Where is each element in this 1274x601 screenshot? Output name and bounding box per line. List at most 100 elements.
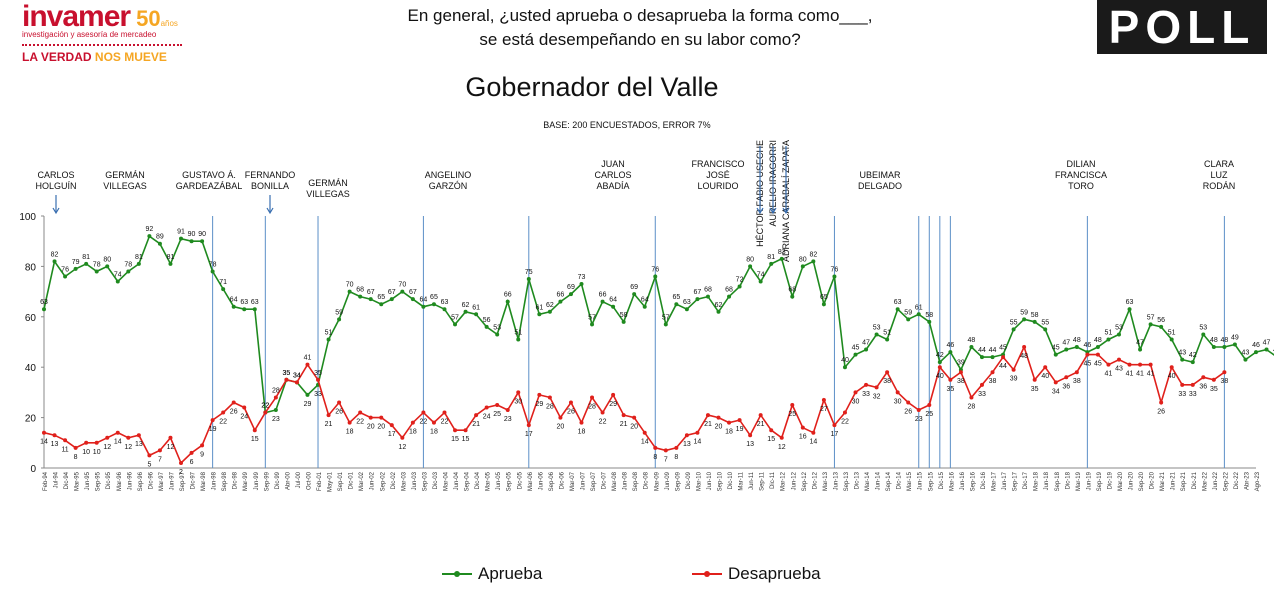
data-point-desaprueba xyxy=(1159,400,1164,405)
data-label: 14 xyxy=(809,439,817,446)
data-point-desaprueba xyxy=(316,377,321,382)
data-point-desaprueba xyxy=(674,445,679,450)
data-label: 28 xyxy=(546,403,554,410)
data-point-desaprueba xyxy=(337,400,342,405)
x-tick-label: Dic-11 xyxy=(770,471,776,489)
invamer-logo: invamer 50años investigación y asesoría d… xyxy=(22,2,212,64)
data-label: 13 xyxy=(135,441,143,448)
data-label: 8 xyxy=(74,454,78,461)
data-point-aprueba xyxy=(1116,332,1121,337)
data-label: 43 xyxy=(1242,350,1250,357)
data-point-aprueba xyxy=(242,307,247,312)
governor-name: FRANCISCO JOSÉ LOURIDO xyxy=(691,159,744,191)
data-point-aprueba xyxy=(73,266,78,271)
data-label: 82 xyxy=(809,251,817,258)
governor-name: JUAN CARLOS ABADÍA xyxy=(594,159,631,191)
data-label: 12 xyxy=(398,444,406,451)
data-point-desaprueba xyxy=(84,440,89,445)
data-point-aprueba xyxy=(590,322,595,327)
data-point-desaprueba xyxy=(474,413,479,418)
data-label: 61 xyxy=(472,304,480,311)
data-point-desaprueba xyxy=(157,448,162,453)
legend-disapprove-marker xyxy=(692,571,722,577)
x-tick-label: Mar-95 xyxy=(75,471,81,491)
x-tick-label: Dic-17 xyxy=(1023,471,1029,489)
data-point-aprueba xyxy=(579,282,584,287)
data-point-aprueba xyxy=(305,392,310,397)
data-point-desaprueba xyxy=(252,428,257,433)
data-label: 90 xyxy=(188,231,196,238)
data-point-desaprueba xyxy=(1211,377,1216,382)
data-label: 47 xyxy=(1136,340,1144,347)
data-label: 74 xyxy=(114,272,122,279)
x-tick-label: Abr-23 xyxy=(1244,471,1250,490)
x-tick-label: Mar-97 xyxy=(159,471,165,491)
governor-name: CARLOS HOLGUÍN xyxy=(35,170,76,191)
data-point-desaprueba xyxy=(927,403,932,407)
data-label: 63 xyxy=(251,299,259,306)
data-point-desaprueba xyxy=(1095,352,1100,357)
data-point-desaprueba xyxy=(758,413,763,418)
x-tick-label: Dic-21 xyxy=(1192,471,1198,489)
data-label: 48 xyxy=(1210,337,1218,344)
data-point-aprueba xyxy=(326,337,331,342)
x-tick-label: Mar-98 xyxy=(201,471,207,491)
data-label: 25 xyxy=(925,411,933,418)
data-label: 74 xyxy=(757,272,765,279)
data-label: 34 xyxy=(1052,388,1060,395)
data-point-aprueba xyxy=(864,347,869,352)
data-label: 46 xyxy=(946,342,954,349)
data-point-desaprueba xyxy=(695,430,700,435)
data-point-desaprueba xyxy=(263,410,268,415)
data-label: 51 xyxy=(1105,329,1113,336)
x-tick-label: Sep-95 xyxy=(96,471,102,491)
data-label: 12 xyxy=(103,444,111,451)
divider xyxy=(22,44,182,46)
data-point-aprueba xyxy=(611,304,616,309)
x-tick-label: Sep-14 xyxy=(886,471,892,491)
data-label: 43 xyxy=(1178,350,1186,357)
x-tick-label: Feb-01 xyxy=(317,471,323,491)
x-tick-label: Dic-14 xyxy=(897,471,903,489)
data-point-desaprueba xyxy=(389,423,394,428)
data-point-aprueba xyxy=(453,322,458,327)
chart-subtitle: BASE: 200 ENCUESTADOS, ERROR 7% xyxy=(543,120,710,130)
data-point-desaprueba xyxy=(294,380,299,385)
data-label: 45 xyxy=(999,345,1007,352)
data-label: 91 xyxy=(177,229,185,236)
data-label: 23 xyxy=(272,416,280,423)
data-label: 53 xyxy=(873,324,881,331)
x-tick-label: Dic-98 xyxy=(233,471,239,489)
data-point-aprueba xyxy=(979,355,984,360)
governor-name: ANGELINO GARZÓN xyxy=(425,170,472,191)
data-point-aprueba xyxy=(716,309,721,314)
data-point-desaprueba xyxy=(1201,375,1206,380)
x-tick-label: Sep-07 xyxy=(591,471,597,491)
data-label: 62 xyxy=(546,302,554,309)
data-label: 34 xyxy=(293,372,301,379)
data-point-desaprueba xyxy=(379,415,384,420)
data-point-aprueba xyxy=(368,297,373,302)
data-point-aprueba xyxy=(505,299,510,304)
legend-disapprove: Desaprueba xyxy=(690,564,821,584)
data-point-desaprueba xyxy=(832,423,837,428)
governor-arrowhead xyxy=(782,207,790,215)
data-label: 19 xyxy=(736,426,744,433)
data-point-desaprueba xyxy=(105,435,110,440)
data-point-aprueba xyxy=(136,261,141,266)
x-tick-label: Jun-99 xyxy=(254,471,260,490)
x-tick-label: Jun-95 xyxy=(85,471,91,490)
data-label: 78 xyxy=(124,261,132,268)
data-point-aprueba xyxy=(937,360,942,365)
data-point-desaprueba xyxy=(63,438,68,443)
data-label: 67 xyxy=(694,289,702,296)
data-point-desaprueba xyxy=(136,433,141,438)
data-label: 45 xyxy=(1083,361,1091,368)
data-label: 68 xyxy=(788,287,796,294)
data-point-aprueba xyxy=(537,312,542,317)
x-tick-label: Sep-10 xyxy=(718,471,724,491)
chart-title: Gobernador del Valle xyxy=(465,72,718,102)
data-point-aprueba xyxy=(115,279,120,284)
data-point-aprueba xyxy=(821,302,826,307)
data-label: 14 xyxy=(40,439,48,446)
